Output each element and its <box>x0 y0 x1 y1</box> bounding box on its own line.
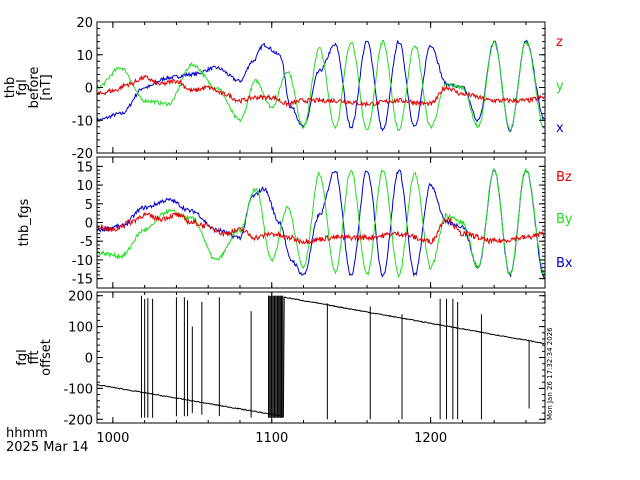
panel-fgs: 15 10 5 0 -5 -10 -15 thb_fgs Bz By Bx <box>17 156 573 289</box>
xtick-label: 1000 <box>96 431 129 446</box>
ytick-label: 15 <box>76 160 93 175</box>
legend-bz: Bz <box>556 170 572 185</box>
ylabel-line: [nT] <box>39 74 54 100</box>
legend-z: z <box>556 35 563 50</box>
ytick-label: 0 <box>85 82 93 97</box>
legend-bx: Bx <box>556 256 573 271</box>
ytick-label: 20 <box>76 16 93 31</box>
series-by <box>96 167 545 279</box>
series-offset <box>96 296 545 418</box>
ytick-label: 0 <box>85 217 93 232</box>
series-z <box>96 74 545 108</box>
ylabel-line: fgl <box>15 79 30 95</box>
xtick-label: 1100 <box>255 431 288 446</box>
ytick-label: -20 <box>72 147 93 162</box>
ytick-label: 10 <box>76 49 93 64</box>
timestamp: Mon Jan 26 17:32:34 2026 <box>546 327 554 420</box>
ytick-label: -200 <box>63 413 93 428</box>
legend-x: x <box>556 121 564 136</box>
plot-frame <box>96 21 546 154</box>
ylabel-line: offset <box>39 339 54 376</box>
ylabel-line: thb_fgs <box>17 198 32 246</box>
ylabel-line: before <box>27 67 42 109</box>
legend-by: By <box>556 212 573 227</box>
ytick-label: -5 <box>80 235 93 250</box>
date-label: 2025 Mar 14 <box>6 440 88 455</box>
ytick-label: -100 <box>63 382 93 397</box>
series-bx <box>96 167 545 279</box>
series-bz <box>96 211 545 246</box>
ytick-label: -10 <box>72 254 93 269</box>
ytick-label: -10 <box>72 114 93 129</box>
xtick-label: 1200 <box>414 431 447 446</box>
ytick-label: 200 <box>68 290 93 305</box>
ylabel-line: fft <box>27 350 42 364</box>
ytick-label: -15 <box>72 273 93 288</box>
ytick-label: 5 <box>85 198 93 213</box>
legend-y: y <box>556 79 564 94</box>
ylabel-line: fgl <box>15 349 30 365</box>
ytick-label: 100 <box>68 321 93 336</box>
ylabel-line: thb <box>3 77 18 99</box>
plot-frame <box>96 291 546 424</box>
ytick-label: 10 <box>76 179 93 194</box>
hhmm-label: hhmm <box>6 426 48 441</box>
series-y <box>96 39 545 134</box>
ytick-label: 0 <box>85 352 93 367</box>
series-x <box>96 39 545 133</box>
